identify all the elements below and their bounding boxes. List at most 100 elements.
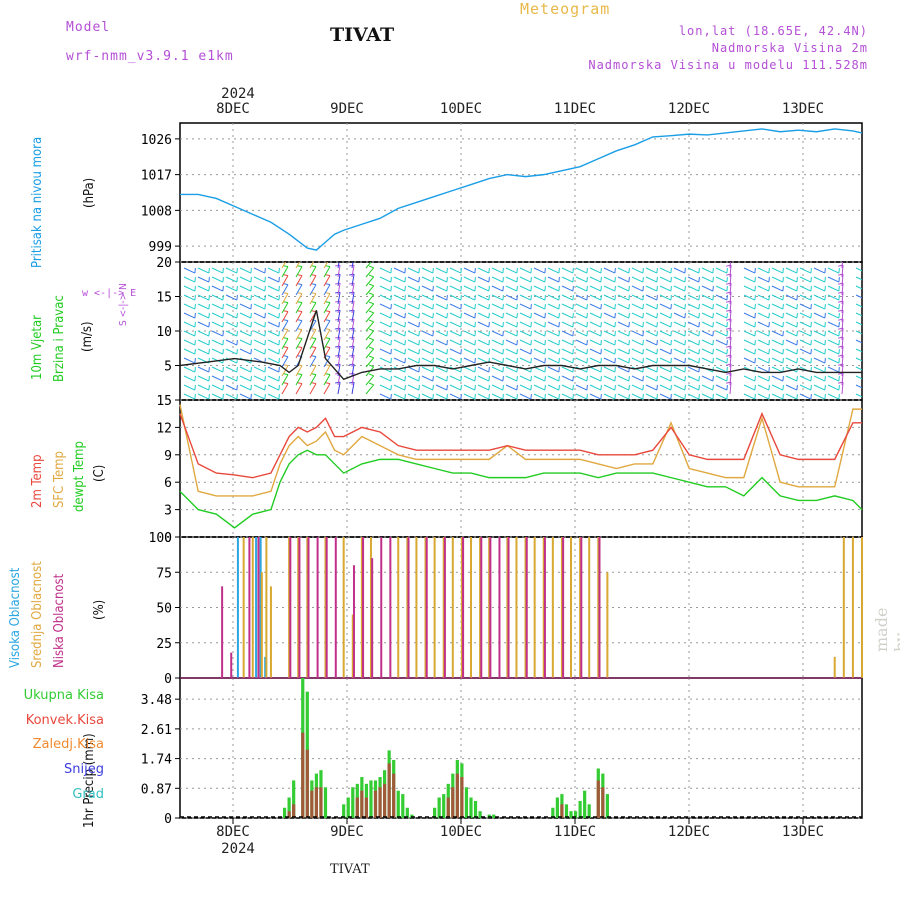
wind-barb-flag: [824, 349, 826, 355]
wind-barb: [771, 285, 784, 292]
wind-barb-flag: [369, 257, 374, 259]
wind-barb: [379, 348, 392, 355]
wind-barb: [491, 339, 504, 346]
wind-barb-flag: [642, 349, 644, 355]
y-tick-label: 15: [156, 394, 172, 409]
wind-barb-flag: [572, 268, 574, 274]
wind-barb: [337, 346, 341, 359]
wind-barb: [673, 330, 686, 337]
wind-barb: [393, 330, 406, 337]
wind-barb: [799, 321, 812, 328]
wind-barb: [813, 384, 826, 391]
wind-barb: [687, 330, 700, 337]
wind-barb: [603, 312, 616, 319]
wind-barb: [197, 294, 210, 301]
wind-barb: [239, 294, 252, 301]
wind-barb: [771, 384, 784, 391]
wind-barb: [197, 366, 210, 373]
wind-barb: [365, 384, 375, 395]
wind-barb-flag: [282, 292, 289, 295]
wind-barb: [701, 276, 714, 283]
wind-barb-flag: [418, 304, 420, 310]
y-tick-label: 12: [156, 421, 172, 436]
wind-barb-flag: [335, 282, 341, 285]
wind-barb-flag: [838, 256, 843, 257]
wind-barb-flag: [432, 394, 434, 400]
wind-barb-flag: [572, 376, 574, 382]
wind-barb: [309, 338, 317, 350]
wind-barb: [603, 366, 616, 373]
wind-barb-flag: [474, 367, 476, 373]
wind-barb-flag: [600, 286, 602, 292]
legend-conv-rain: Konvek.Kisa: [25, 713, 104, 728]
wind-barb: [757, 303, 770, 310]
wind-barb-flag: [278, 322, 280, 328]
cloud-bar: [230, 652, 233, 678]
wind-barb: [309, 356, 317, 368]
wind-barb: [575, 303, 588, 310]
wind-barb-flag: [684, 286, 686, 292]
wind-barb: [729, 364, 732, 377]
wind-barb-flag: [586, 313, 588, 319]
wind-barb-flag: [324, 292, 331, 295]
wind-barb-flag: [824, 331, 826, 337]
wind-barb: [841, 262, 844, 269]
legend-snow: Snijeg: [64, 762, 104, 777]
wind-barb: [491, 348, 504, 355]
wind-barb-flag: [642, 313, 644, 319]
wind-barb: [561, 393, 574, 400]
wind-barb: [253, 366, 266, 373]
precip-bar: [473, 800, 478, 818]
wind-barb: [211, 321, 224, 328]
wind-barb: [659, 285, 672, 292]
wind-barb-flag: [349, 273, 355, 276]
wind-barb-flag: [236, 367, 238, 373]
wind-barb: [337, 262, 340, 269]
wind-barb: [183, 339, 196, 346]
wind-barb-flag: [488, 376, 490, 382]
wind-barb: [827, 348, 840, 355]
wind-barb-flag: [572, 331, 574, 337]
y-tick-label: 15: [156, 291, 172, 306]
wind-barb-flag: [324, 373, 331, 376]
wind-barb-flag: [349, 336, 355, 339]
wind-barb-flag: [335, 336, 341, 339]
wind-barb: [379, 267, 392, 274]
wind-barb-flag: [712, 340, 714, 346]
wind-barb: [435, 276, 448, 283]
wind-barb: [183, 285, 196, 292]
wind-barb-flag: [282, 346, 289, 349]
wind-barb-flag: [712, 331, 714, 337]
wind-barb-flag: [586, 385, 588, 391]
wind-barb-flag: [502, 358, 504, 364]
wind-barb-flag: [684, 313, 686, 319]
wind-barb-flag: [768, 331, 770, 337]
wind-barb: [281, 356, 289, 368]
wind-barb-flag: [446, 385, 448, 391]
wind-barb-flag: [264, 340, 266, 346]
wind-barb-flag: [516, 331, 518, 337]
wind-barb: [715, 393, 728, 400]
wind-barb-flag: [446, 286, 448, 292]
wind-barb: [645, 330, 658, 337]
wind-barb: [813, 375, 826, 382]
wind-barb-flag: [684, 268, 686, 274]
wind-barb: [365, 375, 375, 386]
wind-barb: [337, 310, 341, 323]
wind-barb-flag: [544, 304, 546, 310]
cloud-bar: [597, 537, 600, 678]
wind-barb-flag: [236, 268, 238, 274]
wind-barb: [701, 357, 714, 364]
wind-barb: [379, 339, 392, 346]
wind-barb: [323, 374, 331, 386]
wind-barb-flag: [642, 358, 644, 364]
wind-barb-flag: [368, 355, 374, 359]
wind-barb-flag: [194, 304, 196, 310]
wind-barb-flag: [335, 345, 341, 348]
wind-barb: [351, 364, 355, 377]
wind-barb: [225, 285, 238, 292]
wind-barb-flag: [222, 268, 224, 274]
y-tick-label: 1017: [141, 169, 172, 184]
wind-barb: [253, 348, 266, 355]
model-elevation-label: Nadmorska Visina u modelu 111.528m: [588, 58, 868, 72]
